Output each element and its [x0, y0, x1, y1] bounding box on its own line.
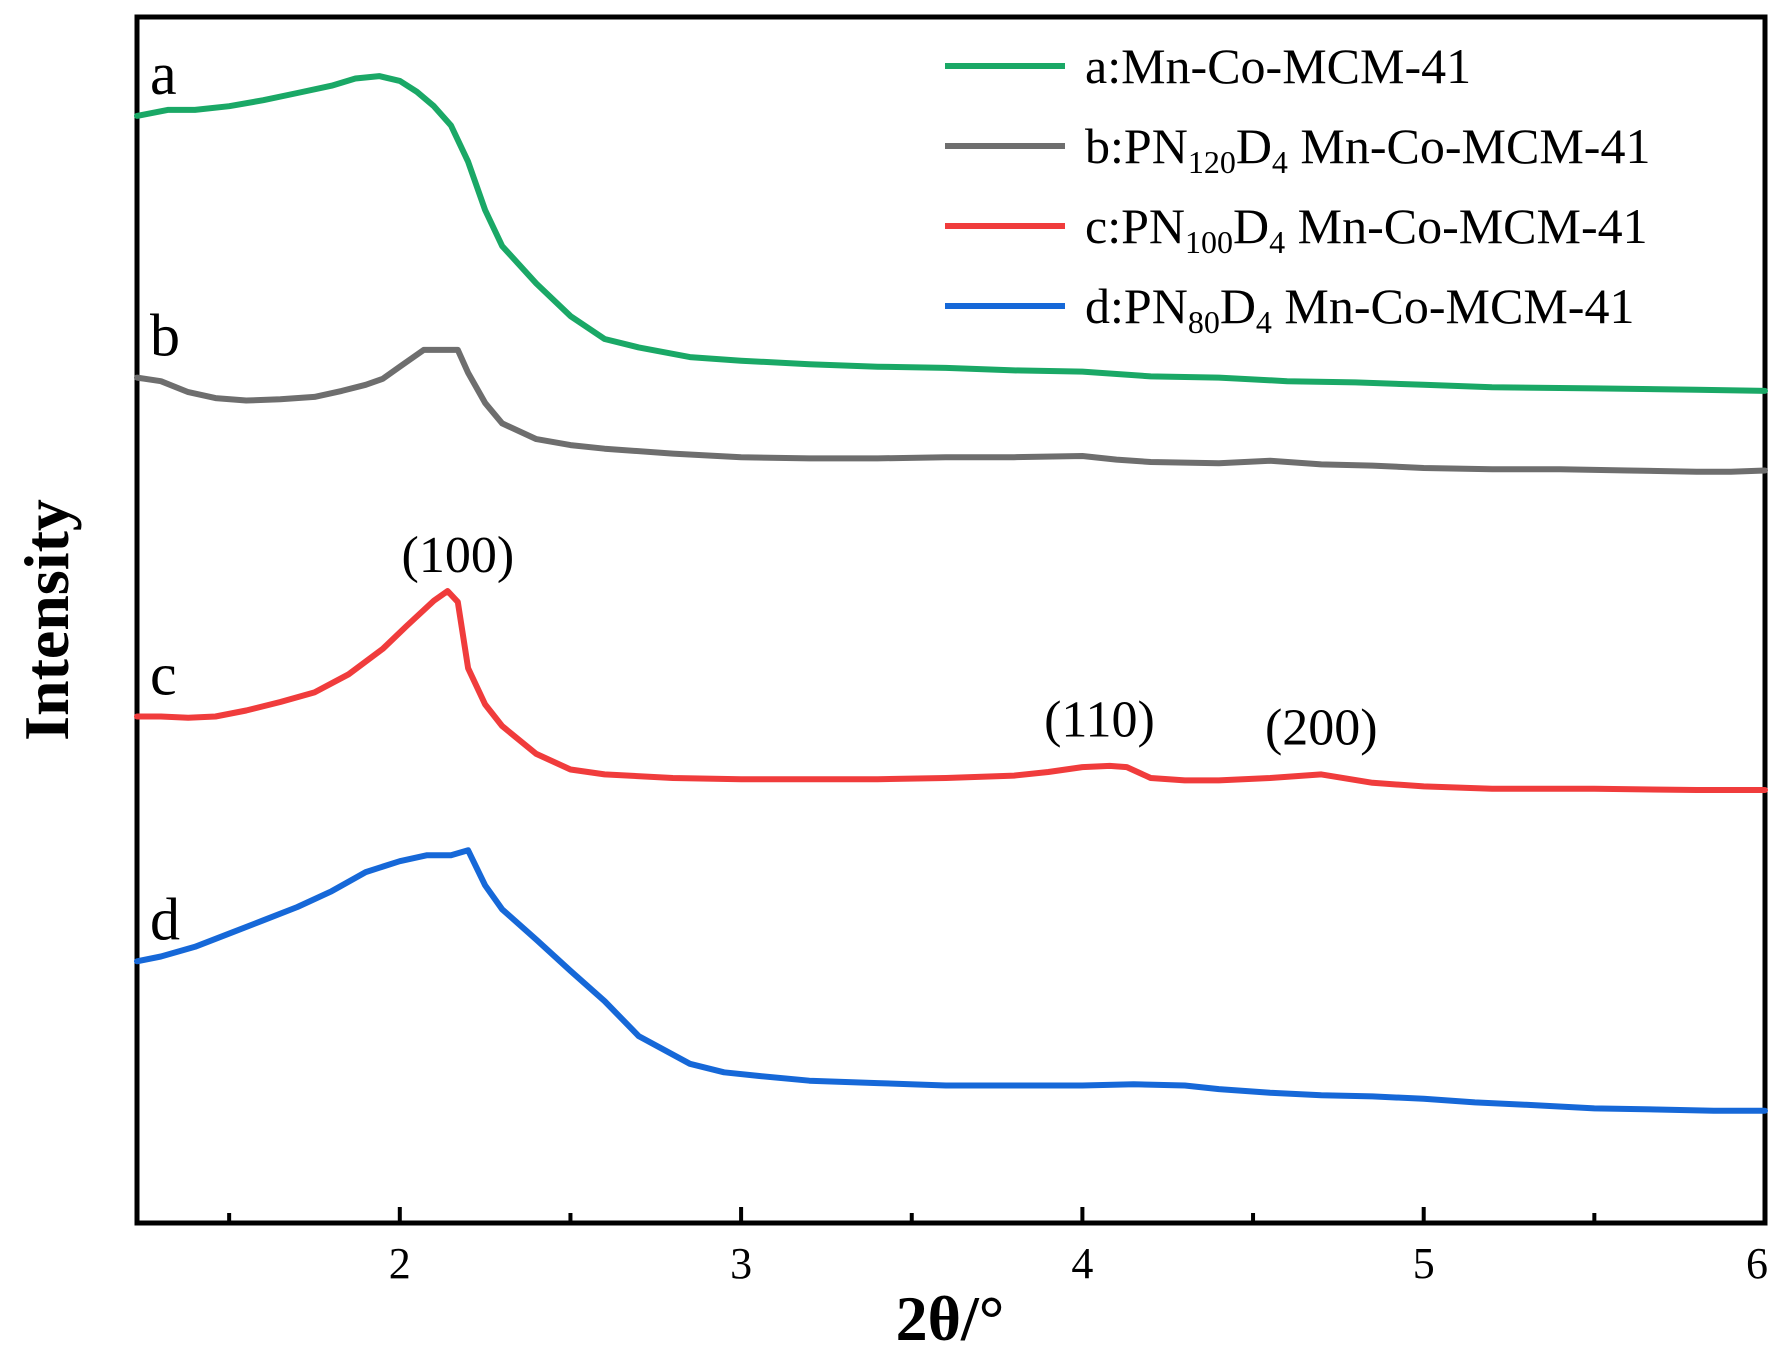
x-tick-label: 5: [1413, 1239, 1435, 1288]
legend-label-a: a:Mn-Co-MCM-41: [1085, 38, 1471, 94]
series-line-d: [134, 847, 1768, 1114]
peak-annotations: (100) (110) (200): [402, 527, 1378, 756]
x-tick-label: 4: [1071, 1239, 1093, 1288]
x-axis-title: 2θ/°: [896, 1283, 1005, 1354]
curve-labels: a b c d: [150, 41, 180, 952]
x-tick-label: 2: [389, 1239, 411, 1288]
series-line-a: [134, 73, 1768, 394]
peak-annotation: (100): [402, 527, 515, 584]
peak-annotation: (110): [1044, 691, 1155, 748]
legend: a:Mn-Co-MCM-41 b:PN120D4 Mn-Co-MCM-41 c:PN…: [945, 38, 1650, 340]
x-tick-label: 6: [1746, 1239, 1768, 1288]
legend-label-d: d:PN80D4 Mn-Co-MCM-41: [1085, 278, 1634, 340]
series-line-c: [134, 588, 1768, 793]
series-layer: [134, 73, 1768, 1114]
plot-frame: [134, 14, 1768, 1226]
curve-label-c: c: [150, 641, 177, 707]
x-axis-ticks: 2 3 4 5 6: [227, 1207, 1768, 1288]
legend-label-c: c:PN100D4 Mn-Co-MCM-41: [1085, 198, 1648, 260]
y-axis-title: Intensity: [11, 499, 82, 741]
legend-label-b: b:PN120D4 Mn-Co-MCM-41: [1085, 118, 1650, 180]
curve-label-d: d: [150, 886, 180, 952]
curve-label-b: b: [150, 303, 180, 369]
x-tick-label: 3: [730, 1239, 752, 1288]
curve-label-a: a: [150, 41, 177, 107]
peak-annotation: (200): [1265, 699, 1378, 756]
series-line-b: [134, 346, 1768, 475]
